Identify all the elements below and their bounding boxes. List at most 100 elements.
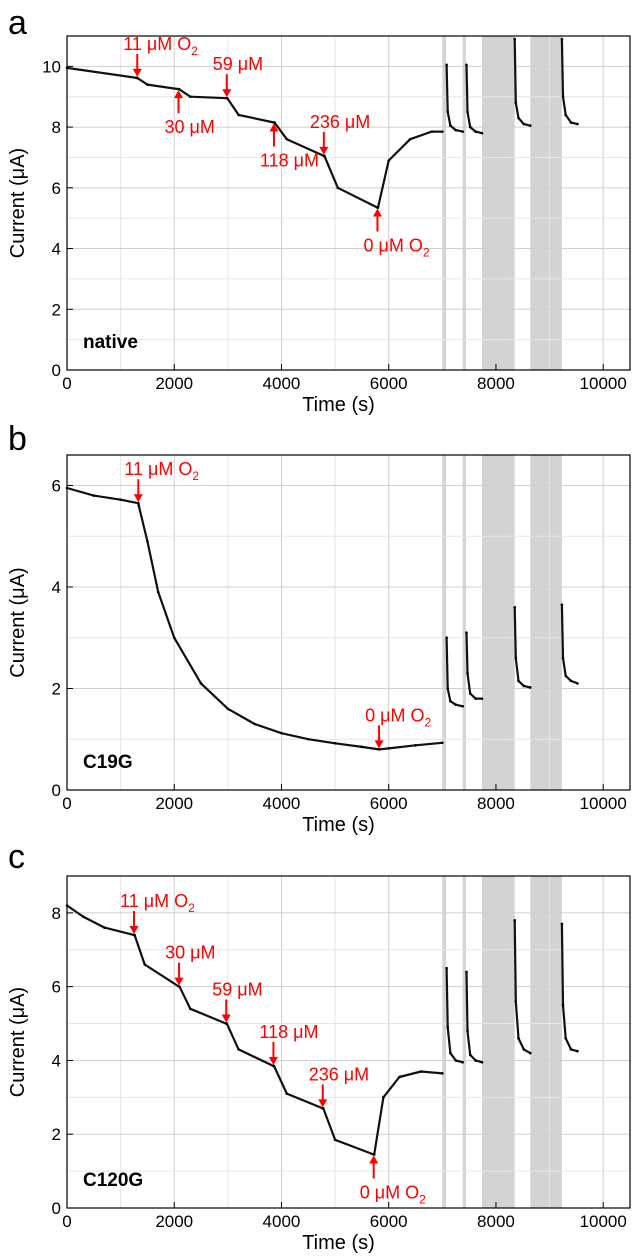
annotation-arrow-head <box>372 208 382 217</box>
data-series-line <box>465 971 483 1064</box>
data-series-line <box>445 968 463 1064</box>
data-point <box>446 110 449 114</box>
data-point <box>454 1059 458 1062</box>
data-series-line <box>445 64 463 133</box>
data-point <box>408 137 412 141</box>
data-point <box>189 95 192 99</box>
x-tick-label: 10000 <box>580 794 627 813</box>
data-point <box>561 1003 565 1007</box>
y-tick-label: 6 <box>52 978 61 997</box>
annotation: 0 μM O2 <box>360 1155 426 1207</box>
annotation-arrow-head <box>319 146 329 155</box>
x-tick-label: 8000 <box>477 794 515 813</box>
y-tick-label: 0 <box>52 781 61 800</box>
data-point <box>466 110 469 114</box>
data-point <box>143 963 147 966</box>
data-point <box>285 1092 289 1095</box>
annotation: 59 μM <box>212 980 263 1023</box>
x-tick-label: 0 <box>62 1212 71 1231</box>
annotation: 11 μM O2 <box>124 459 199 503</box>
y-tick-label: 4 <box>52 1051 61 1070</box>
data-series-line <box>445 637 463 708</box>
shaded-region <box>462 876 466 1208</box>
data-point <box>133 933 136 937</box>
data-point <box>137 504 141 508</box>
x-tick-label: 2000 <box>155 794 193 813</box>
data-point <box>119 498 122 501</box>
data-point <box>480 1060 484 1064</box>
x-tick-label: 4000 <box>263 1212 301 1231</box>
data-point <box>576 1049 579 1053</box>
annotation-subscript: 2 <box>192 469 199 483</box>
data-point <box>449 699 452 703</box>
annotation-subscript: 2 <box>191 44 198 58</box>
data-series-line <box>66 66 443 209</box>
data-point <box>135 76 139 80</box>
annotation: 118 μM <box>260 123 319 171</box>
panel-a: 0 2000 4000 6000 8000 10000 0 2 4 6 8 10 Time (s) Cur… <box>7 4 631 416</box>
annotation-arrow-head <box>221 1014 231 1023</box>
data-point <box>461 130 465 133</box>
annotation-text: 0 μM O <box>363 236 422 256</box>
data-point <box>237 1048 240 1051</box>
y-tick-label: 4 <box>52 240 61 259</box>
data-point <box>372 1153 376 1156</box>
annotation-arrow-head <box>133 494 143 503</box>
data-point <box>449 124 452 127</box>
plot-frame <box>66 875 631 1209</box>
panel-c: 0 2000 4000 6000 8000 10000 0 2 4 6 8 Time (s) Curre… <box>7 838 631 1254</box>
y-tick-label: 0 <box>52 361 61 380</box>
y-tick-label: 0 <box>52 1199 61 1218</box>
data-point <box>273 121 276 124</box>
sample-label: C19G <box>83 752 133 773</box>
data-point <box>414 744 417 747</box>
data-point <box>441 741 444 745</box>
annotation-text: 59 μM <box>212 980 262 1000</box>
annotation-label: 0 μM O2 <box>365 705 431 729</box>
data-point <box>398 1075 401 1079</box>
x-tick-label: 2000 <box>155 1212 193 1231</box>
data-point <box>522 684 526 688</box>
data-point <box>446 687 449 690</box>
data-point <box>430 130 433 133</box>
data-point <box>522 122 526 126</box>
data-point <box>561 95 565 99</box>
y-tick-label: 2 <box>52 300 61 319</box>
shaded-region <box>482 876 515 1208</box>
annotation: 30 μM <box>165 90 215 137</box>
y-axis-label: Current (μA) <box>7 148 29 258</box>
data-point <box>564 113 567 117</box>
data-point <box>103 926 106 929</box>
x-tick-label: 4000 <box>263 794 301 813</box>
x-tick-label: 8000 <box>477 374 515 393</box>
data-point <box>517 116 520 120</box>
shaded-region <box>530 455 562 790</box>
annotation: 11 μM O2 <box>120 891 195 935</box>
data-point <box>517 1037 520 1040</box>
annotation-subscript: 2 <box>419 1193 426 1207</box>
data-point <box>441 130 444 133</box>
data-point <box>528 124 532 127</box>
data-point <box>461 1060 465 1064</box>
x-axis-label: Time (s) <box>302 814 375 836</box>
annotation-text: 30 μM <box>165 943 215 963</box>
data-point <box>376 206 380 209</box>
data-point <box>306 737 310 741</box>
data-point <box>441 1072 444 1075</box>
annotation-arrow-head <box>129 926 139 935</box>
shaded-region <box>482 455 515 790</box>
data-point <box>465 970 468 974</box>
annotation: 30 μM <box>165 943 215 986</box>
annotation: 236 μM <box>309 1064 369 1108</box>
data-series-line <box>560 604 578 685</box>
annotation-arrow-head <box>374 740 384 749</box>
annotation: 236 μM <box>310 112 370 155</box>
data-point <box>92 494 96 497</box>
annotation: 0 μM O2 <box>363 208 430 260</box>
data-point <box>480 131 484 135</box>
annotation-label: 11 μM O2 <box>123 34 198 58</box>
data-series-line <box>513 38 531 127</box>
data-point <box>333 1138 337 1142</box>
x-tick-label: 0 <box>62 794 71 813</box>
